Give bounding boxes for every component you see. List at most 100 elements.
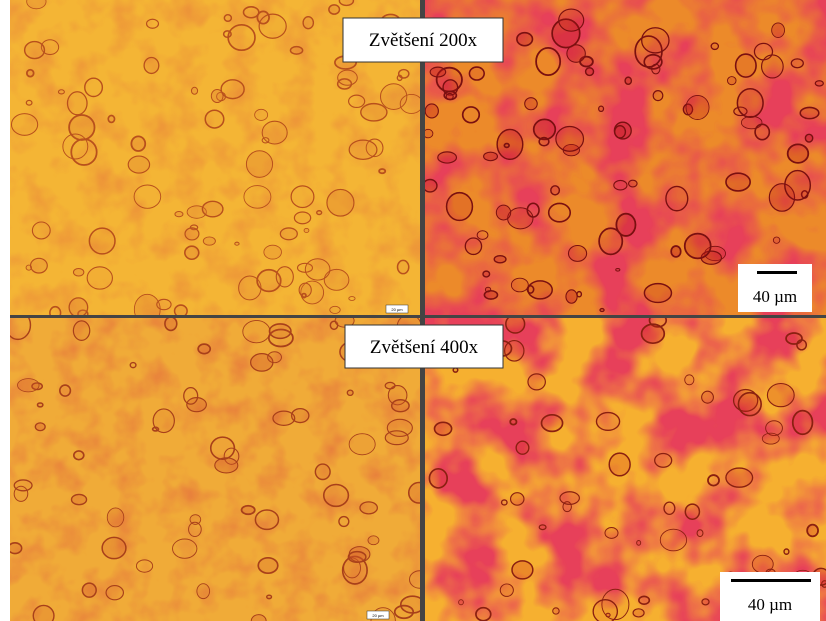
particle [82,583,96,597]
particle [264,245,282,259]
particle [136,560,152,572]
scale-label: 20 µm [372,613,384,618]
particle [255,510,278,529]
particle [147,19,159,28]
particle [211,437,235,459]
particle [435,422,452,435]
particle [616,268,620,271]
particle [566,290,577,303]
particle [800,107,819,118]
particle [727,77,736,85]
particle [510,419,516,425]
particle [586,68,594,76]
scale-label: 40 µm [748,595,792,614]
particle [273,411,295,425]
particle [348,552,366,563]
particle [400,94,422,113]
particle [73,321,89,340]
particle [762,433,779,444]
scale-bar: 40 µm [738,264,812,312]
particle [614,180,627,189]
particle [330,306,340,313]
particle [516,441,529,454]
label-box: Zvětšení 400x [345,325,503,368]
particle [197,584,210,599]
particle [244,186,271,209]
particle [605,528,618,539]
particle [304,228,309,232]
particle [27,70,34,77]
particle [107,508,124,527]
particle [144,57,159,73]
particle [347,390,353,395]
particle [536,48,560,75]
magnification-label: Zvětšení 400x [370,337,479,358]
particle [539,525,546,530]
particle [496,205,510,220]
particle [568,245,586,261]
particle [185,246,199,259]
particle [637,541,641,546]
particle [755,124,769,139]
particle [497,129,523,159]
particle [258,558,278,573]
particle [476,608,491,621]
particle [175,212,183,217]
particle [616,214,635,236]
particle [267,595,272,598]
particle [534,119,556,139]
particle [102,537,126,558]
particle [329,5,340,14]
particle [32,222,50,239]
particle [385,382,395,388]
particle [339,0,353,5]
particle [74,451,84,460]
particle [685,234,711,259]
particle [599,106,604,111]
particle [8,543,21,554]
particle [805,134,812,142]
particle [243,320,270,342]
particle [685,504,699,519]
particle [453,368,458,372]
particle [484,152,498,161]
particle [58,90,64,94]
particle [430,67,446,77]
particle [577,292,581,297]
particle [276,267,293,287]
particle [224,15,231,22]
particle [25,42,45,59]
particle [527,203,539,217]
particle [737,89,763,118]
particle [642,28,669,53]
particle [33,605,54,621]
divider [420,0,425,621]
particle [553,608,559,614]
particle [423,179,437,191]
particle [37,403,42,407]
particle [268,352,282,363]
particle [246,151,272,178]
particle [596,413,619,431]
magnification-label: Zvětšení 200x [369,30,478,51]
particle [726,173,750,191]
particle [469,67,484,80]
particle [35,423,45,431]
particle [785,171,811,200]
particle [397,260,408,273]
particle [477,231,488,240]
particle [262,138,269,143]
particle [644,284,671,303]
particle [185,228,199,240]
particle [500,584,513,596]
particle [697,530,703,537]
particle [425,104,438,118]
particle [361,104,387,121]
particle [815,81,823,86]
particle [67,92,87,115]
particle [793,411,813,435]
particle [157,299,171,309]
particle [625,77,631,84]
particle [666,186,688,210]
particle [653,91,663,101]
